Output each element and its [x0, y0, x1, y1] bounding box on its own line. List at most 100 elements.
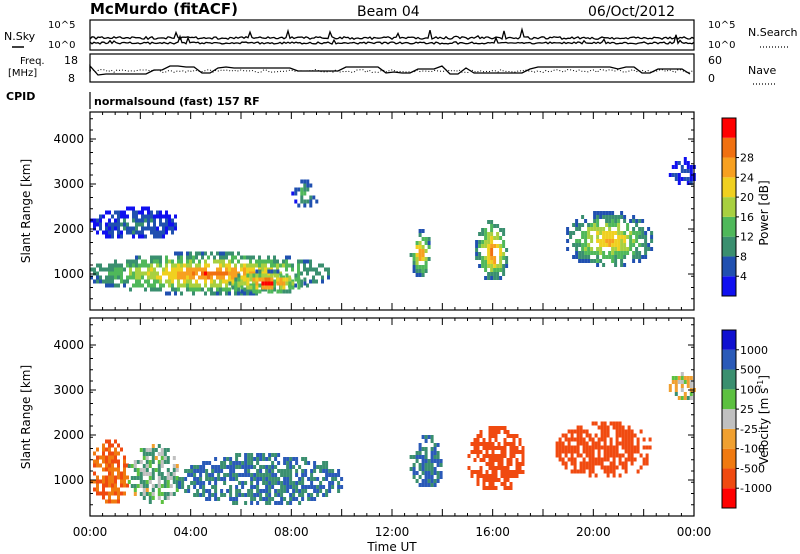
- echo-cell: [303, 187, 307, 192]
- echo-cell: [283, 457, 287, 461]
- echo-cell: [500, 470, 504, 474]
- echo-cell: [430, 459, 434, 463]
- echo-cell: [187, 469, 191, 473]
- echo-cell: [578, 239, 582, 243]
- echo-cell: [599, 259, 603, 263]
- echo-cell: [108, 271, 111, 276]
- echo-cell: [605, 243, 609, 247]
- echo-cell: [674, 161, 678, 165]
- echo-cell: [427, 257, 431, 261]
- echo-cell: [193, 469, 197, 473]
- echo-cell: [509, 446, 513, 450]
- echo-cell: [123, 455, 126, 460]
- echo-cell: [412, 261, 416, 265]
- echo-cell: [279, 285, 283, 290]
- echo-cell: [303, 203, 307, 208]
- echo-cell: [611, 231, 615, 235]
- echo-cell: [195, 251, 198, 256]
- echo-cell: [286, 457, 290, 461]
- echo-cell: [584, 243, 588, 247]
- echo-cell: [204, 259, 207, 264]
- echo-cell: [596, 247, 600, 251]
- echo-cell: [168, 218, 171, 223]
- echo-cell: [157, 452, 161, 456]
- echo-cell: [111, 230, 114, 235]
- echo-cell: [421, 273, 425, 277]
- echo-cell: [488, 486, 492, 490]
- echo-cell: [576, 433, 580, 438]
- echo-cell: [506, 458, 510, 462]
- echo-cell: [588, 453, 592, 458]
- echo-cell: [301, 481, 305, 485]
- echo-cell: [499, 268, 503, 272]
- echo-cell: [208, 481, 212, 485]
- echo-cell: [639, 429, 643, 434]
- echo-cell: [322, 485, 326, 489]
- echo-cell: [509, 442, 513, 446]
- echo-cell: [292, 485, 296, 489]
- noise-panel-frame: [89, 19, 695, 51]
- echo-cell: [496, 268, 500, 272]
- echo-cell: [184, 469, 188, 473]
- echo-cell: [175, 480, 179, 484]
- echo-cell: [470, 450, 474, 454]
- echo-cell: [315, 279, 318, 284]
- echo-cell: [295, 497, 299, 501]
- echo-cell: [105, 267, 108, 272]
- echo-cell: [433, 447, 437, 451]
- echo-cell: [265, 477, 269, 481]
- echo-cell: [262, 465, 266, 469]
- echo-cell: [160, 448, 164, 452]
- echo-cell: [142, 448, 146, 452]
- echo-cell: [162, 234, 165, 239]
- echo-cell: [503, 486, 507, 490]
- echo-cell: [470, 442, 474, 446]
- echo-cell: [587, 259, 591, 263]
- echo-cell: [138, 255, 141, 260]
- echo-cell: [645, 445, 649, 450]
- echo-cell: [246, 273, 250, 278]
- echo-cell: [309, 195, 313, 200]
- echo-cell: [620, 239, 624, 243]
- echo-cell: [421, 253, 425, 257]
- echo-cell: [141, 271, 144, 276]
- colorbar-segment: [722, 197, 736, 217]
- echo-cell: [587, 247, 591, 251]
- echo-cell: [484, 228, 488, 232]
- echo-cell: [487, 272, 491, 276]
- echo-cell: [585, 461, 589, 466]
- echo-cell: [674, 384, 678, 388]
- echo-cell: [273, 263, 276, 268]
- echo-cell: [285, 255, 288, 260]
- echo-cell: [680, 388, 684, 392]
- echo-cell: [99, 267, 102, 272]
- echo-cell: [570, 449, 574, 454]
- echo-cell: [648, 437, 652, 442]
- echo-cell: [499, 248, 503, 252]
- echo-cell: [211, 465, 215, 469]
- echo-cell: [518, 470, 522, 474]
- echo-cell: [677, 376, 681, 380]
- echo-cell: [274, 473, 278, 477]
- echo-cell: [482, 486, 486, 490]
- echo-cell: [226, 465, 230, 469]
- echo-cell: [261, 267, 264, 272]
- echo-cell: [490, 268, 494, 272]
- echo-cell: [150, 214, 153, 219]
- echo-cell: [229, 457, 233, 461]
- echo-cell: [165, 259, 168, 264]
- echo-cell: [123, 214, 126, 219]
- echo-cell: [196, 481, 200, 485]
- echo-cell: [267, 289, 271, 294]
- echo-cell: [175, 488, 179, 492]
- echo-cell: [244, 465, 248, 469]
- echo-cell: [668, 384, 672, 388]
- echo-cell: [250, 457, 254, 461]
- echo-cell: [165, 271, 168, 276]
- echo-cell: [145, 464, 149, 468]
- echo-cell: [168, 291, 171, 296]
- echo-cell: [561, 449, 565, 454]
- echo-cell: [418, 455, 422, 459]
- echo-cell: [500, 462, 504, 466]
